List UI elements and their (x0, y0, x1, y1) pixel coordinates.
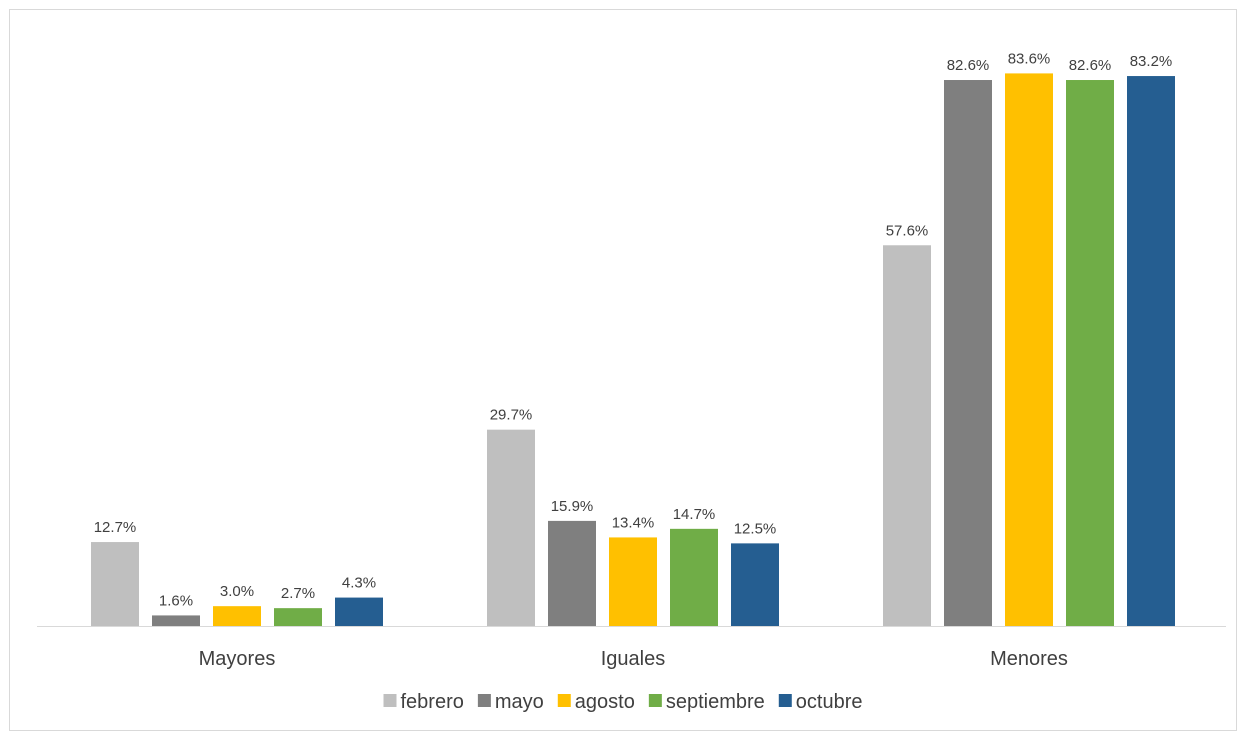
data-label-septiembre-mayores: 2.7% (281, 585, 315, 602)
data-label-septiembre-iguales: 14.7% (673, 506, 716, 523)
bar-agosto-menores (1005, 73, 1053, 627)
data-label-mayo-iguales: 15.9% (551, 498, 594, 515)
legend-swatch-octubre (778, 694, 792, 707)
data-label-octubre-menores: 83.2% (1130, 53, 1173, 70)
bar-septiembre-mayores (274, 608, 322, 626)
data-label-agosto-menores: 83.6% (1008, 50, 1051, 67)
data-label-agosto-iguales: 13.4% (612, 514, 655, 531)
bar-agosto-iguales (609, 537, 657, 626)
data-labels-layer: 12.7% 1.6% 3.0% 2.7% 4.3% 29.7% 15.9% 13.4% 14.7… (94, 50, 1173, 609)
bar-septiembre-menores (1066, 80, 1114, 627)
legend-item-septiembre: septiembre (648, 691, 765, 713)
data-label-octubre-iguales: 12.5% (734, 520, 777, 537)
legend-item-febrero: febrero (383, 691, 464, 713)
legend-item-mayo: mayo (477, 691, 544, 713)
bar-febrero-menores (883, 245, 931, 627)
legend-item-agosto: agosto (557, 691, 635, 713)
data-label-febrero-menores: 57.6% (886, 222, 929, 239)
bars-layer (91, 73, 1175, 627)
category-labels-layer: Mayores Iguales Menores (199, 648, 1068, 670)
legend: febrero mayo agosto septiembre octubre (383, 691, 863, 713)
bar-octubre-mayores (335, 597, 383, 626)
bar-mayo-iguales (548, 520, 596, 626)
category-label-menores: Menores (990, 648, 1068, 670)
legend-label-septiembre: septiembre (666, 691, 765, 713)
legend-label-febrero: febrero (401, 691, 464, 713)
data-label-mayo-mayores: 1.6% (159, 592, 193, 609)
legend-swatch-febrero (383, 694, 397, 707)
legend-label-agosto: agosto (575, 691, 635, 713)
bar-octubre-iguales (731, 543, 779, 626)
bar-mayo-mayores (152, 615, 200, 626)
bar-septiembre-iguales (670, 528, 718, 626)
bar-octubre-menores (1127, 76, 1175, 627)
bar-febrero-mayores (91, 542, 139, 626)
category-label-iguales: Iguales (601, 648, 666, 670)
category-label-mayores: Mayores (199, 648, 276, 670)
legend-item-octubre: octubre (778, 691, 863, 713)
data-label-agosto-mayores: 3.0% (220, 583, 254, 600)
bar-febrero-iguales (487, 429, 535, 626)
legend-label-mayo: mayo (495, 691, 544, 713)
legend-swatch-septiembre (648, 694, 662, 707)
bar-agosto-mayores (213, 606, 261, 626)
legend-label-octubre: octubre (796, 691, 863, 713)
data-label-octubre-mayores: 4.3% (342, 575, 376, 592)
bar-mayo-menores (944, 80, 992, 627)
data-label-febrero-mayores: 12.7% (94, 519, 137, 536)
legend-swatch-mayo (477, 694, 491, 707)
data-label-mayo-menores: 82.6% (947, 57, 990, 74)
data-label-febrero-iguales: 29.7% (490, 407, 533, 424)
data-label-septiembre-menores: 82.6% (1069, 57, 1112, 74)
legend-swatch-agosto (557, 694, 571, 707)
